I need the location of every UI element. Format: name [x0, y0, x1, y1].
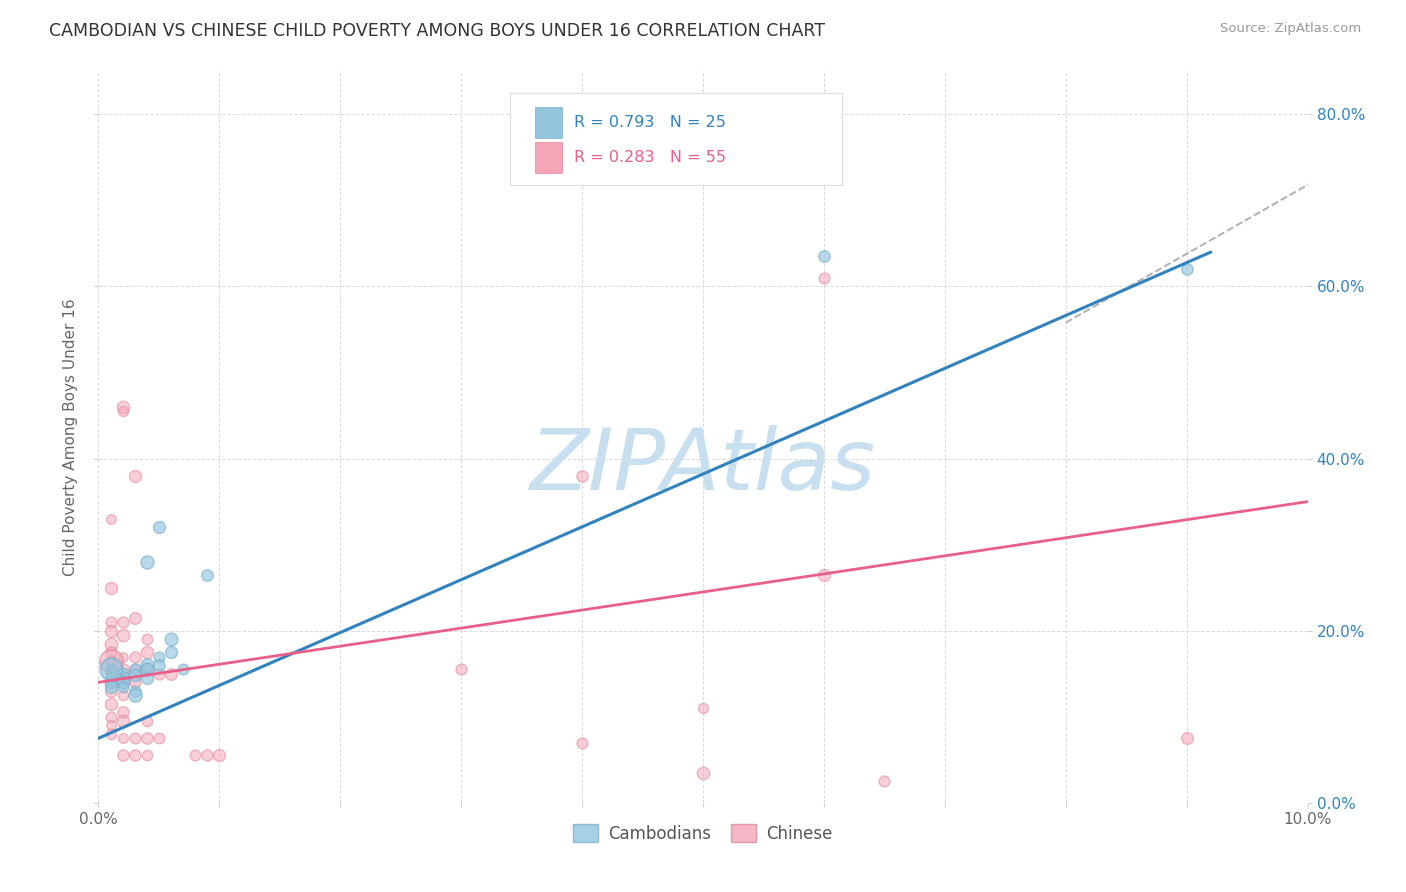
Point: [135, 671, 157, 685]
Point: [100, 675, 122, 690]
Point: [124, 688, 146, 702]
FancyBboxPatch shape: [534, 142, 561, 173]
Point: [100, 671, 122, 685]
FancyBboxPatch shape: [534, 107, 561, 137]
Point: [124, 468, 146, 483]
Point: [160, 645, 183, 659]
Point: [100, 512, 122, 526]
Point: [148, 658, 170, 673]
Point: [135, 731, 157, 746]
Point: [111, 404, 134, 418]
Point: [148, 520, 170, 534]
Point: [100, 662, 122, 676]
Point: [100, 662, 122, 676]
Point: [100, 697, 122, 711]
Point: [184, 748, 207, 763]
Point: [111, 748, 134, 763]
Point: [160, 632, 183, 647]
Point: [172, 662, 194, 676]
Point: [124, 668, 146, 682]
Point: [135, 658, 157, 673]
Point: [124, 662, 146, 676]
Point: [124, 611, 146, 625]
Point: [124, 675, 146, 690]
Point: [100, 645, 122, 659]
Point: [111, 688, 134, 702]
Point: [111, 731, 134, 746]
Point: [111, 675, 134, 690]
Point: [1175, 731, 1198, 746]
Y-axis label: Child Poverty Among Boys Under 16: Child Poverty Among Boys Under 16: [63, 298, 79, 576]
Point: [195, 567, 218, 582]
Point: [111, 662, 134, 676]
Point: [571, 468, 593, 483]
Point: [135, 555, 157, 569]
Point: [100, 718, 122, 732]
Point: [111, 615, 134, 629]
Point: [148, 666, 170, 681]
Point: [111, 706, 134, 720]
Point: [111, 680, 134, 694]
Legend: Cambodians, Chinese: Cambodians, Chinese: [567, 818, 839, 849]
Point: [692, 765, 714, 780]
Point: [692, 701, 714, 715]
Text: R = 0.283   N = 55: R = 0.283 N = 55: [574, 150, 725, 165]
Point: [195, 748, 218, 763]
Point: [124, 662, 146, 676]
Point: [111, 400, 134, 414]
Point: [124, 649, 146, 664]
FancyBboxPatch shape: [509, 94, 842, 185]
Point: [160, 666, 183, 681]
Point: [100, 680, 122, 694]
Point: [135, 748, 157, 763]
Point: [111, 628, 134, 642]
Point: [873, 774, 896, 789]
Point: [135, 645, 157, 659]
Point: [124, 748, 146, 763]
Point: [100, 624, 122, 638]
Point: [111, 666, 134, 681]
Point: [100, 710, 122, 724]
Point: [813, 271, 835, 285]
Point: [813, 567, 835, 582]
Point: [100, 727, 122, 741]
Point: [124, 684, 146, 698]
Point: [100, 662, 122, 676]
Point: [135, 632, 157, 647]
Point: [100, 654, 122, 668]
Text: Source: ZipAtlas.com: Source: ZipAtlas.com: [1220, 22, 1361, 36]
Point: [111, 714, 134, 728]
Text: CAMBODIAN VS CHINESE CHILD POVERTY AMONG BOYS UNDER 16 CORRELATION CHART: CAMBODIAN VS CHINESE CHILD POVERTY AMONG…: [49, 22, 825, 40]
Point: [100, 675, 122, 690]
Point: [100, 637, 122, 651]
Point: [450, 662, 472, 676]
Point: [100, 666, 122, 681]
Point: [111, 671, 134, 685]
Point: [111, 649, 134, 664]
Point: [148, 649, 170, 664]
Point: [208, 748, 231, 763]
Point: [100, 654, 122, 668]
Point: [100, 615, 122, 629]
Point: [813, 249, 835, 263]
Point: [571, 735, 593, 749]
Text: ZIPAtlas: ZIPAtlas: [530, 425, 876, 508]
Text: R = 0.793   N = 25: R = 0.793 N = 25: [574, 115, 725, 129]
Point: [124, 731, 146, 746]
Point: [148, 731, 170, 746]
Point: [135, 714, 157, 728]
Point: [135, 662, 157, 676]
Point: [1175, 262, 1198, 277]
Point: [100, 581, 122, 595]
Point: [135, 662, 157, 676]
Point: [111, 675, 134, 690]
Point: [100, 684, 122, 698]
